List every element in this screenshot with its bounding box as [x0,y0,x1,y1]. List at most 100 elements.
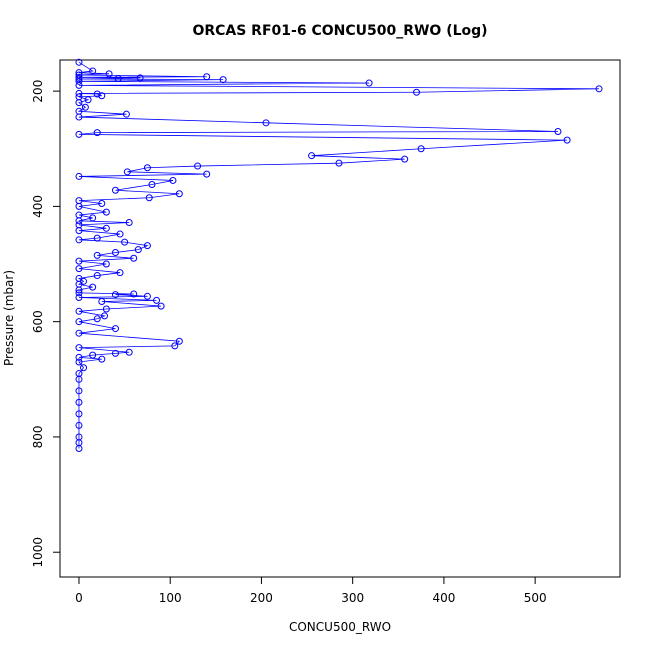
data-point [89,214,97,222]
data-point [111,325,119,333]
y-tick-label: 1000 [31,537,45,568]
data-point [157,302,165,310]
data-point [143,292,151,300]
data-point [89,351,97,359]
data-point [81,103,89,111]
y-tick-label: 400 [31,195,45,218]
data-point [75,227,83,235]
data-point [98,92,106,100]
data-point [101,312,109,320]
data-point [75,329,83,337]
data-point [116,230,124,238]
data-point [93,129,101,137]
data-point [75,130,83,138]
data-point [171,342,179,350]
data-point [75,58,83,66]
data-point [136,74,144,82]
data-point [401,155,409,163]
data-point [75,289,83,297]
data-point [102,208,110,216]
data-point [194,162,202,170]
data-point [125,348,133,356]
data-point [169,176,177,184]
x-tick-label: 0 [75,591,83,605]
data-point [93,90,101,98]
data-point [75,444,83,452]
data-point [93,272,101,280]
data-point [75,293,83,301]
data-point [308,152,316,160]
data-point [148,180,156,188]
data-point [111,349,119,357]
data-point [75,172,83,180]
data-point [595,85,603,93]
data-point [75,398,83,406]
data-point [98,355,106,363]
data-point [75,286,83,294]
data-point [145,194,153,202]
data-point [413,88,421,96]
data-point [121,238,129,246]
data-point [203,170,211,178]
data-point [75,421,83,429]
y-tick-label: 200 [31,80,45,103]
data-point [123,168,131,176]
data-point [122,110,130,118]
data-point [75,202,83,210]
data-point [116,269,124,277]
data-point [98,297,106,305]
data-point [365,79,373,87]
data-point [75,265,83,273]
data-point [102,305,110,313]
data-point [75,113,83,121]
x-axis-label: CONCU500_RWO [289,620,391,634]
data-point [153,296,161,304]
x-tick-label: 500 [524,591,547,605]
data-point [125,219,133,227]
data-point [143,242,151,250]
data-point [114,74,122,82]
data-point [130,290,138,298]
data-point [80,364,88,372]
data-point [84,96,92,104]
data-point [417,145,425,153]
data-point [75,344,83,352]
data-point [75,410,83,418]
data-point [75,77,83,85]
data-point [75,353,83,361]
data-point [93,234,101,242]
data-point [93,251,101,259]
data-point [143,164,151,172]
data-point [75,318,83,326]
x-tick-label: 100 [159,591,182,605]
data-point [98,200,106,208]
data-line [77,61,600,449]
data-point [554,127,562,135]
data-point [262,119,270,127]
data-point [105,70,113,78]
data-point [75,387,83,395]
data-point [75,257,83,265]
x-tick-label: 200 [250,591,273,605]
data-point [219,76,227,84]
data-point [335,159,343,167]
data-point [89,283,97,291]
data-point [102,260,110,268]
data-point [75,236,83,244]
data-point [130,254,138,262]
data-point [175,337,183,345]
x-tick-label: 400 [432,591,455,605]
data-point [134,246,142,254]
data-point [75,358,83,366]
data-point [75,307,83,315]
data-point [75,81,83,89]
data-point [175,190,183,198]
y-axis-label: Pressure (mbar) [2,270,16,366]
data-point [89,67,97,75]
data-point [75,217,83,225]
data-point [203,73,211,81]
y-tick-label: 800 [31,425,45,448]
plot-frame [59,59,621,578]
data-point [111,249,119,257]
